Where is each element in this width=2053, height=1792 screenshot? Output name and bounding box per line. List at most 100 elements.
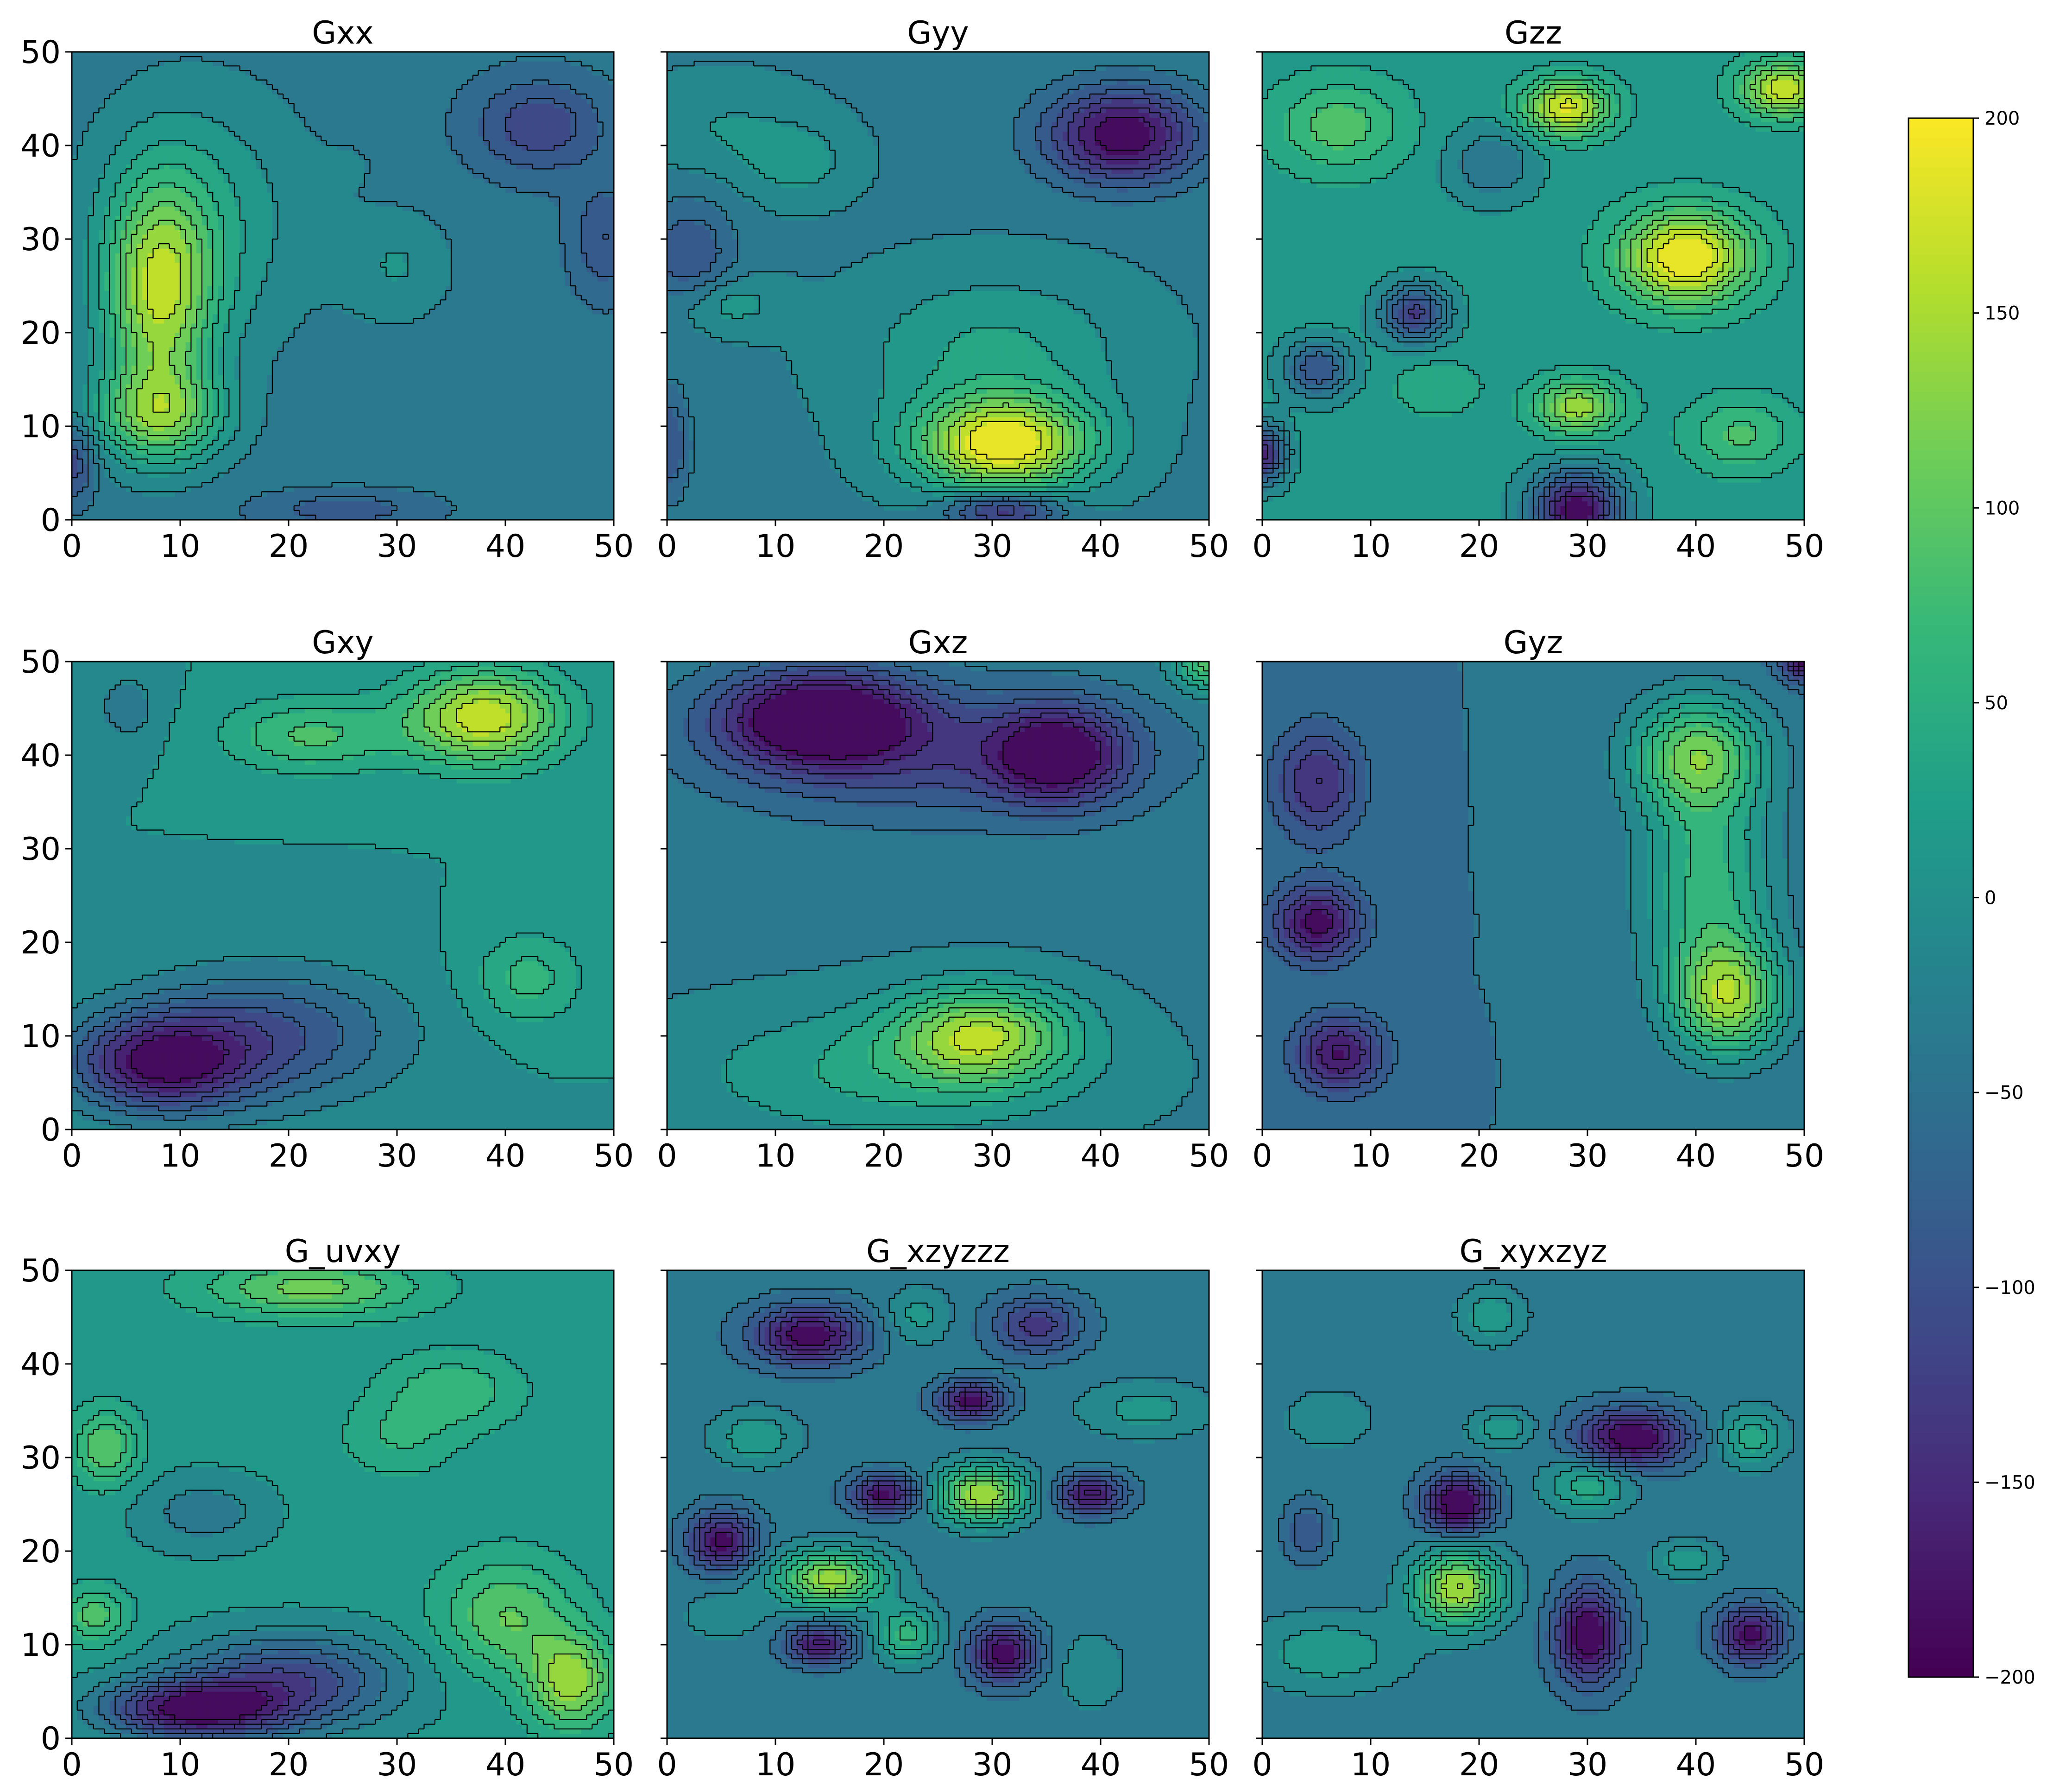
- contour-cell: [126, 333, 132, 338]
- contour-cell: [142, 300, 148, 305]
- contour-cell: [256, 333, 262, 338]
- contour-cell: [429, 492, 435, 497]
- contour-cell: [353, 314, 359, 319]
- contour-cell: [549, 445, 554, 450]
- contour-cell: [82, 412, 88, 417]
- contour-cell: [446, 487, 451, 492]
- contour-cell: [229, 314, 234, 319]
- contour-cell: [77, 440, 83, 445]
- contour-cell: [554, 408, 560, 413]
- contour-cell: [251, 435, 256, 441]
- contour-cell: [435, 351, 441, 356]
- contour-cell: [218, 497, 224, 502]
- contour-cell: [158, 445, 164, 450]
- contour-cell: [245, 487, 251, 492]
- contour-cell: [240, 450, 246, 455]
- contour-cell: [419, 417, 424, 422]
- contour-cell: [565, 403, 571, 408]
- contour-cell: [88, 450, 94, 455]
- contour-cell: [473, 408, 479, 413]
- contour-cell: [213, 337, 218, 342]
- contour-cell: [305, 347, 310, 352]
- contour-cell: [115, 366, 121, 371]
- contour-cell: [110, 384, 115, 389]
- contour-cell: [267, 482, 272, 487]
- contour-cell: [435, 454, 441, 460]
- contour-cell: [262, 426, 267, 431]
- contour-cell: [224, 450, 229, 455]
- contour-cell: [321, 511, 327, 516]
- contour-cell: [202, 347, 208, 352]
- contour-cell: [164, 511, 170, 516]
- contour-cell: [570, 337, 576, 342]
- contour-cell: [587, 403, 592, 408]
- contour-cell: [565, 440, 571, 445]
- contour-cell: [408, 366, 413, 371]
- contour-cell: [164, 379, 170, 385]
- contour-cell: [570, 403, 576, 408]
- contour-cell: [457, 492, 462, 497]
- contour-cell: [527, 356, 533, 361]
- contour-cell: [202, 473, 208, 478]
- contour-cell: [132, 408, 137, 413]
- contour-cell: [446, 454, 451, 460]
- contour-cell: [505, 333, 511, 338]
- contour-cell: [353, 445, 359, 450]
- contour-cell: [115, 426, 121, 431]
- contour-cell: [180, 459, 186, 464]
- contour-cell: [495, 393, 500, 398]
- contour-cell: [484, 366, 489, 371]
- contour-cell: [397, 501, 403, 506]
- contour-cell: [543, 497, 549, 502]
- contour-cell: [196, 511, 202, 516]
- contour-cell: [99, 319, 105, 324]
- contour-cell: [327, 379, 332, 385]
- contour-cell: [467, 468, 473, 473]
- contour-cell: [120, 337, 126, 342]
- contour-cell: [77, 375, 83, 380]
- contour-cell: [191, 501, 196, 506]
- contour-cell: [435, 290, 441, 296]
- contour-cell: [262, 379, 267, 385]
- contour-cell: [403, 487, 408, 492]
- contour-cell: [321, 342, 327, 347]
- contour-cell: [353, 356, 359, 361]
- contour-cell: [435, 473, 441, 478]
- contour-cell: [251, 375, 256, 380]
- contour-cell: [77, 389, 83, 394]
- contour-cell: [94, 464, 99, 469]
- contour-cell: [603, 445, 609, 450]
- contour-cell: [516, 403, 522, 408]
- contour-cell: [516, 393, 522, 398]
- contour-cell: [278, 497, 283, 502]
- contour-cell: [348, 435, 354, 441]
- contour-cell: [82, 347, 88, 352]
- contour-cell: [403, 454, 408, 460]
- contour-cell: [164, 337, 170, 342]
- contour-cell: [375, 464, 381, 469]
- contour-cell: [413, 454, 419, 460]
- contour-cell: [94, 412, 99, 417]
- contour-cell: [82, 487, 88, 492]
- contour-cell: [191, 351, 196, 356]
- contour-cell: [581, 309, 587, 315]
- contour-cell: [370, 426, 376, 431]
- contour-cell: [240, 379, 246, 385]
- contour-cell: [262, 295, 267, 300]
- contour-cell: [218, 323, 224, 328]
- contour-cell: [348, 361, 354, 366]
- contour-cell: [560, 478, 565, 483]
- contour-cell: [598, 290, 603, 296]
- contour-cell: [560, 370, 565, 375]
- contour-cell: [570, 319, 576, 324]
- contour-cell: [408, 501, 413, 506]
- contour-cell: [316, 384, 321, 389]
- contour-cell: [527, 286, 533, 291]
- contour-cell: [115, 333, 121, 338]
- contour-cell: [229, 309, 234, 315]
- contour-cell: [489, 501, 495, 506]
- contour-cell: [224, 464, 229, 469]
- contour-cell: [305, 333, 310, 338]
- contour-cell: [142, 473, 148, 478]
- contour-cell: [543, 333, 549, 338]
